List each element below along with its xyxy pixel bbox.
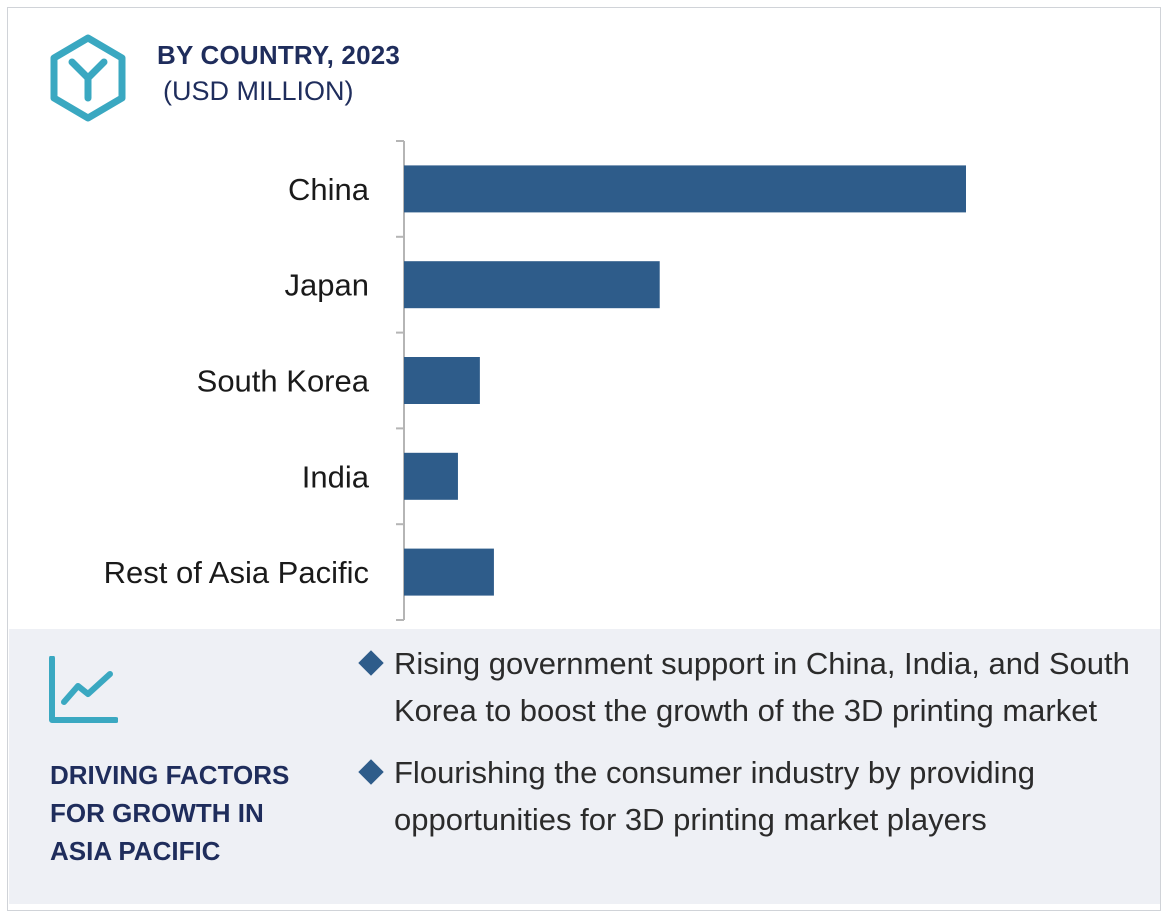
driving-factors-list: Rising government support in China, Indi… (358, 640, 1148, 858)
bar (404, 357, 480, 404)
category-label: Japan (285, 268, 369, 303)
bullet-text: Flourishing the consumer industry by pro… (394, 755, 1035, 837)
bar (404, 452, 458, 500)
bullet-text: Rising government support in China, Indi… (394, 646, 1130, 728)
chart-subtitle: (USD MILLION) (163, 76, 354, 106)
diamond-bullet-icon (358, 759, 384, 785)
diamond-bullet-icon (358, 650, 384, 676)
category-label: Rest of Asia Pacific (104, 555, 369, 590)
category-label: India (302, 459, 370, 494)
driving-factors-panel (9, 629, 1160, 904)
category-label: South Korea (197, 364, 370, 399)
bar (404, 261, 660, 309)
chart-title: BY COUNTRY, 2023 (157, 40, 401, 70)
list-item: Rising government support in China, Indi… (358, 640, 1148, 734)
driving-factors-title: DRIVING FACTORS FOR GROWTH IN ASIA PACIF… (50, 760, 290, 866)
bar-chart: China Japan South Korea India Rest of Asia P… (104, 140, 966, 621)
trend-line-chart-icon (49, 656, 118, 723)
list-item: Flourishing the consumer industry by pro… (358, 749, 1148, 843)
bar (404, 165, 966, 213)
bar (404, 548, 494, 596)
hexagon-y-logo-icon (50, 34, 126, 122)
category-label: China (288, 172, 370, 207)
